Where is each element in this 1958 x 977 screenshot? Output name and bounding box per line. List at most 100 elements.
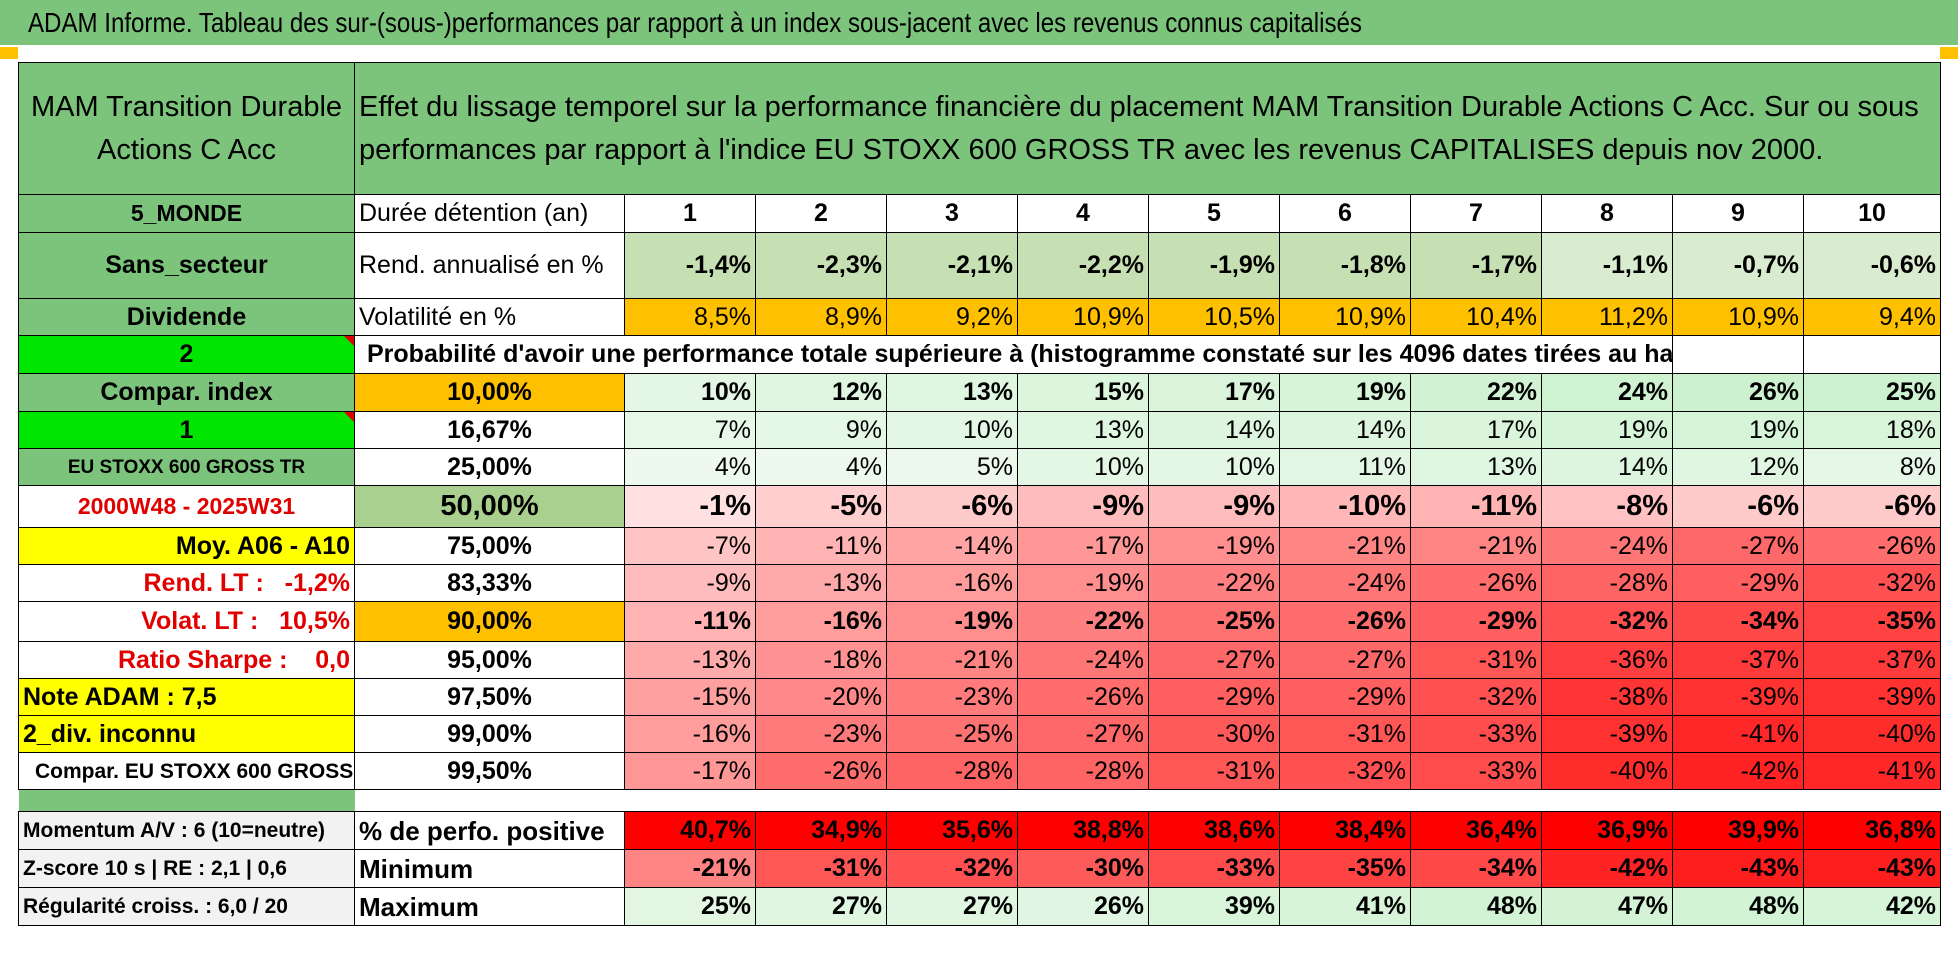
prob-value: 19%: [1279, 373, 1411, 412]
fund-name: MAM Transition Durable Actions C Acc: [30, 91, 343, 166]
prob-value: 14%: [1148, 411, 1280, 449]
year-4: 4: [1017, 194, 1149, 233]
summary-label: Maximum: [354, 887, 625, 926]
sector-label: Sans_secteur: [18, 232, 355, 299]
prob-value: -8%: [1541, 485, 1673, 528]
year-7: 7: [1410, 194, 1542, 233]
prob-value: 26%: [1672, 373, 1804, 412]
prob-value: -26%: [1017, 678, 1149, 716]
prob-value: 10%: [1148, 448, 1280, 486]
prob-value: 24%: [1541, 373, 1673, 412]
rend-row: Sans_secteur Rend. annualisé en % -1,4% -…: [18, 232, 1941, 299]
summary-value: 38,6%: [1148, 811, 1280, 850]
prob-value: 13%: [1410, 448, 1542, 486]
summary-label: % de perfo. positive: [354, 811, 625, 850]
prob-value: -28%: [1017, 752, 1149, 790]
rend-value: -2,1%: [886, 232, 1018, 299]
prob-value: -39%: [1541, 715, 1673, 753]
prob-value: -16%: [755, 601, 887, 642]
two-selector[interactable]: 2: [18, 335, 355, 374]
prob-value: -27%: [1017, 715, 1149, 753]
prob-value: -32%: [1279, 752, 1411, 790]
prob-value: -6%: [1672, 485, 1804, 528]
header-row: MAM Transition Durable Actions C Acc Eff…: [18, 62, 1941, 195]
prob-value: -39%: [1672, 678, 1804, 716]
year-3: 3: [886, 194, 1018, 233]
prob-value: -14%: [886, 527, 1018, 565]
threshold-pct: 97,50%: [354, 678, 625, 716]
summary-value: 39,9%: [1672, 811, 1804, 850]
left-label-one[interactable]: 1: [18, 411, 355, 449]
prob-value: 22%: [1410, 373, 1542, 412]
prob-value: -16%: [886, 564, 1018, 602]
summary-row-max: Régularité croiss. : 6,0 / 20 Maximum 25% 2…: [18, 887, 1941, 926]
prob-value: -18%: [755, 641, 887, 679]
summary-row-pos: Momentum A/V : 6 (10=neutre)% de perfo. …: [18, 811, 1941, 850]
summary-value: -30%: [1017, 849, 1149, 888]
prob-heading-row: 2 Probabilité d'avoir une performance to…: [18, 335, 1941, 374]
prob-value: 13%: [1017, 411, 1149, 449]
summary-value: 25%: [624, 887, 756, 926]
prob-value: 9%: [755, 411, 887, 449]
summary-value: 26%: [1017, 887, 1149, 926]
corner-marker-left: [0, 47, 18, 59]
prob-value: 14%: [1541, 448, 1673, 486]
prob-value: 10%: [1017, 448, 1149, 486]
prob-value: 12%: [755, 373, 887, 412]
prob-value: -26%: [755, 752, 887, 790]
vol-value: 10,9%: [1017, 298, 1149, 336]
summary-value: -42%: [1541, 849, 1673, 888]
prob-value: -16%: [624, 715, 756, 753]
summary-value: -34%: [1410, 849, 1542, 888]
report-frame: MAM Transition Durable Actions C Acc Eff…: [18, 62, 1941, 977]
prob-value: -42%: [1672, 752, 1804, 790]
zone-label: 5_MONDE: [18, 194, 355, 233]
threshold-pct: 90,00%: [354, 601, 625, 642]
prob-value: -20%: [755, 678, 887, 716]
summary-value: 41%: [1279, 887, 1411, 926]
left-label-moy: Moy. A06 - A10: [18, 527, 355, 565]
summary-value: 38,8%: [1017, 811, 1149, 850]
prob-value: -11%: [624, 601, 756, 642]
prob-value: -35%: [1803, 601, 1941, 642]
rend-value: -1,7%: [1410, 232, 1542, 299]
year-8: 8: [1541, 194, 1673, 233]
prob-value: -28%: [886, 752, 1018, 790]
year-6: 6: [1279, 194, 1411, 233]
prob-value: 8%: [1803, 448, 1941, 486]
prob-value: -15%: [624, 678, 756, 716]
prob-value: -5%: [755, 485, 887, 528]
prob-value: 5%: [886, 448, 1018, 486]
two-value: 2: [179, 340, 194, 368]
left-label-volat-lt: Volat. LT : 10,5%: [18, 601, 355, 642]
prob-value: -29%: [1410, 601, 1542, 642]
comment-marker: [344, 336, 354, 346]
threshold-pct: 95,00%: [354, 641, 625, 679]
prob-value: -6%: [1803, 485, 1941, 528]
dividend-label: Dividende: [18, 298, 355, 336]
prob-value: -19%: [886, 601, 1018, 642]
prob-value: -31%: [1279, 715, 1411, 753]
comment-marker: [344, 412, 354, 422]
prob-value: -33%: [1410, 715, 1542, 753]
prob-value: -13%: [755, 564, 887, 602]
prob-value: 17%: [1148, 373, 1280, 412]
prob-value: -17%: [1017, 527, 1149, 565]
vol-row: Dividende Volatilité en % 8,5% 8,9% 9,2% 10…: [18, 298, 1941, 336]
description-cell: Effet du lissage temporel sur la perform…: [354, 62, 1941, 195]
prob-value: 7%: [624, 411, 756, 449]
prob-value: -19%: [1148, 527, 1280, 565]
left-label-compar-full: Compar. EU STOXX 600 GROSS TR: [18, 752, 355, 790]
prob-value: -25%: [886, 715, 1018, 753]
empty-cell: [1672, 335, 1804, 374]
year-9: 9: [1672, 194, 1804, 233]
summary-value: 47%: [1541, 887, 1673, 926]
summary-value: 42%: [1803, 887, 1941, 926]
threshold-pct: 50,00%: [354, 485, 625, 528]
prob-value: 12%: [1672, 448, 1804, 486]
left-label-note: Note ADAM : 7,5: [18, 678, 355, 716]
summary-value: -21%: [624, 849, 756, 888]
prob-row: Moy. A06 - A10 75,00% -7% -11% -14% -17% -19% -…: [18, 527, 1941, 565]
prob-value: -23%: [886, 678, 1018, 716]
corner-marker-right: [1940, 47, 1958, 59]
